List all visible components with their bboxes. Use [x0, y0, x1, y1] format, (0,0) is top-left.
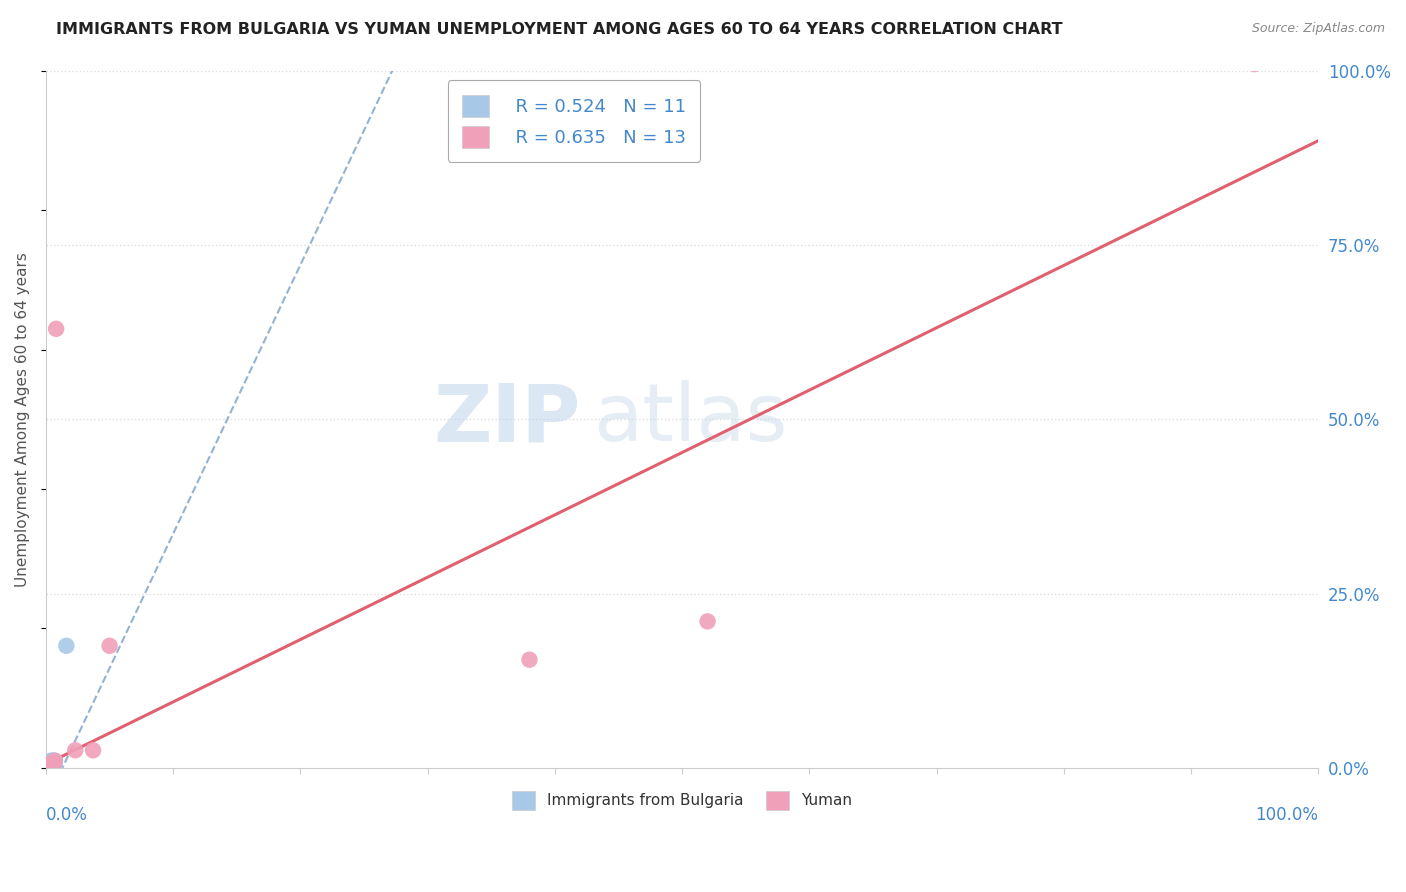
Text: atlas: atlas	[593, 380, 787, 458]
Point	[42, 754, 65, 768]
Point	[55, 639, 77, 653]
Text: 100.0%: 100.0%	[1256, 806, 1319, 824]
Text: ZIP: ZIP	[433, 380, 581, 458]
Point	[41, 754, 63, 768]
Point	[38, 757, 60, 772]
Legend: Immigrants from Bulgaria, Yuman: Immigrants from Bulgaria, Yuman	[506, 785, 859, 816]
Point	[42, 757, 65, 772]
Point	[41, 757, 63, 772]
Y-axis label: Unemployment Among Ages 60 to 64 years: Unemployment Among Ages 60 to 64 years	[15, 252, 30, 587]
Point	[65, 743, 87, 757]
Point	[38, 757, 60, 772]
Point	[39, 757, 62, 772]
Point	[98, 639, 121, 653]
Point	[41, 757, 63, 772]
Text: 0.0%: 0.0%	[46, 806, 87, 824]
Point	[39, 757, 62, 772]
Point	[519, 653, 541, 667]
Point	[38, 757, 60, 772]
Point	[45, 322, 67, 336]
Point	[82, 743, 104, 757]
Text: IMMIGRANTS FROM BULGARIA VS YUMAN UNEMPLOYMENT AMONG AGES 60 TO 64 YEARS CORRELA: IMMIGRANTS FROM BULGARIA VS YUMAN UNEMPL…	[56, 22, 1063, 37]
Point	[42, 757, 65, 772]
Text: Source: ZipAtlas.com: Source: ZipAtlas.com	[1251, 22, 1385, 36]
Point	[38, 757, 60, 772]
Point	[696, 615, 718, 629]
Point	[44, 757, 66, 772]
Point	[44, 754, 66, 768]
Point	[1243, 57, 1265, 71]
Point	[39, 754, 62, 768]
Point	[44, 754, 66, 768]
